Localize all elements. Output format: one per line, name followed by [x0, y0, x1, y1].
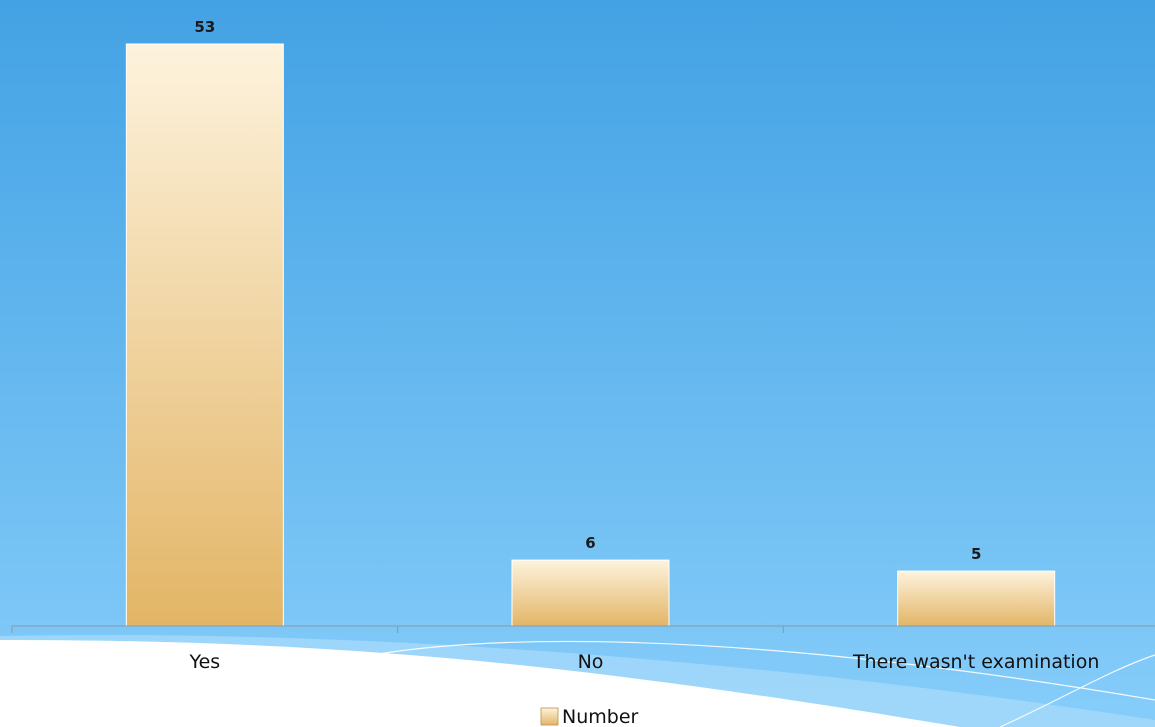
bar-0: [125, 43, 284, 627]
data-label-0: 53: [194, 18, 215, 36]
bar-1: [511, 559, 670, 627]
legend: Number: [540, 706, 639, 727]
bar-2: [897, 570, 1056, 627]
legend-swatch: [540, 707, 559, 726]
bars-group: [125, 43, 1056, 627]
data-labels-group: 53 6 5: [194, 18, 981, 563]
x-axis: [11, 625, 1155, 633]
category-label-0: Yes: [188, 651, 220, 673]
category-labels-group: Yes No There wasn't examination: [188, 651, 1099, 673]
category-label-1: No: [578, 651, 604, 673]
data-label-2: 5: [971, 545, 981, 563]
data-label-1: 6: [585, 534, 595, 552]
category-label-2: There wasn't examination: [852, 651, 1099, 673]
legend-label: Number: [562, 706, 639, 727]
